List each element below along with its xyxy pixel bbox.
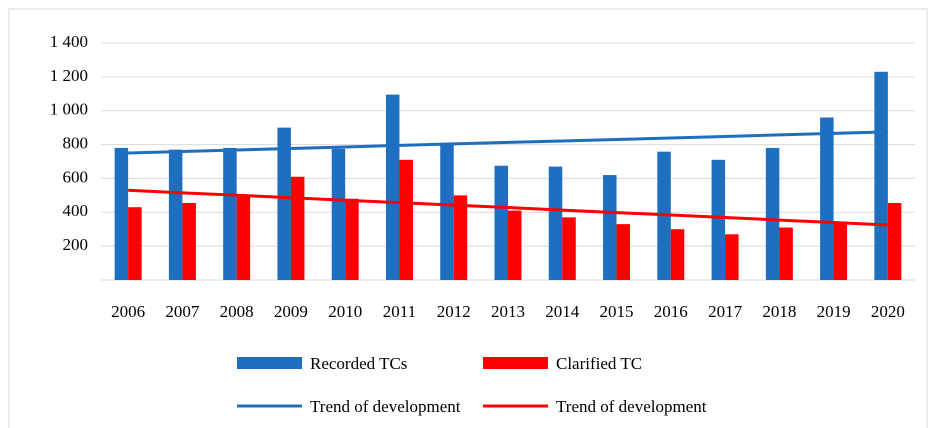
y-tick-label: 1 000 (50, 100, 88, 119)
bar (820, 117, 834, 280)
x-tick-label: 2014 (545, 302, 580, 321)
legend-label: Clarified TC (556, 354, 642, 373)
y-tick-label: 600 (63, 167, 89, 186)
bar (548, 166, 563, 280)
bar (711, 159, 726, 280)
x-tick-label: 2019 (817, 302, 851, 321)
bar (508, 210, 522, 280)
y-tick-label: 800 (63, 133, 89, 152)
x-tick-label: 2012 (437, 302, 471, 321)
bar (603, 175, 617, 280)
x-tick-label: 2020 (871, 302, 905, 321)
bar (168, 149, 183, 280)
y-tick-label: 1 400 (50, 32, 88, 51)
bar (453, 195, 468, 280)
x-tick-label: 2016 (654, 302, 688, 321)
bar (385, 94, 400, 280)
bar (277, 127, 291, 281)
bar (779, 227, 793, 280)
bar (331, 148, 346, 280)
x-tick-label: 2013 (491, 302, 525, 321)
x-tick-label: 2009 (274, 302, 308, 321)
bar (182, 202, 196, 280)
chart-frame (8, 8, 928, 428)
bar (128, 207, 142, 280)
legend-label: Trend of development (556, 397, 707, 416)
bar (725, 234, 739, 280)
bar (223, 147, 237, 280)
legend-label: Trend of development (310, 397, 461, 416)
legend-label: Recorded TCs (310, 354, 407, 373)
bar (114, 147, 129, 280)
bar (765, 147, 780, 280)
x-tick-label: 2018 (762, 302, 796, 321)
x-tick-label: 2015 (600, 302, 634, 321)
legend-swatch (483, 357, 548, 369)
bar (562, 217, 576, 280)
x-tick-label: 2010 (328, 302, 362, 321)
y-tick-label: 200 (63, 235, 89, 254)
bar (616, 224, 631, 280)
bar (236, 195, 251, 280)
bar (887, 202, 902, 280)
x-tick-label: 2011 (383, 302, 416, 321)
bar (345, 198, 359, 280)
x-tick-label: 2008 (220, 302, 254, 321)
bar (440, 142, 454, 280)
bar (874, 71, 888, 281)
x-tick-label: 2017 (708, 302, 743, 321)
bar (399, 159, 413, 280)
legend-swatch (237, 357, 302, 369)
trend-line (128, 130, 888, 155)
x-tick-label: 2006 (111, 302, 145, 321)
x-tick-label: 2007 (165, 302, 200, 321)
bar (670, 229, 685, 280)
bar (290, 176, 305, 280)
bar (494, 165, 508, 280)
bar (833, 222, 848, 280)
y-tick-label: 1 200 (50, 66, 88, 85)
y-tick-label: 400 (63, 201, 89, 220)
trend-line (128, 188, 888, 227)
